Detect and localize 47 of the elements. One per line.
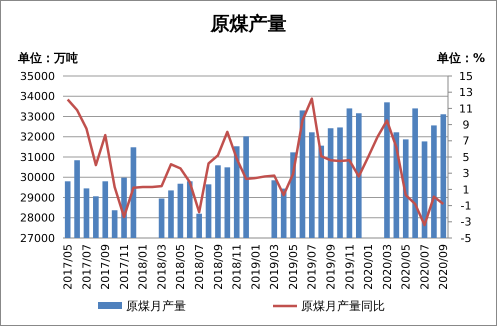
x-tick-label: 2018/09 (212, 244, 225, 290)
y2-tick-label: 9 (462, 118, 470, 132)
x-tick-label: 2020/09 (437, 244, 450, 290)
x-tick-label: 2018/03 (155, 244, 168, 290)
x-tick-label: 2017/05 (62, 244, 75, 290)
x-tick-label: 2017/07 (80, 244, 94, 290)
x-tick-label: 2018/11 (230, 244, 244, 290)
y-tick-label: 35000 (20, 70, 55, 83)
x-tick-label: 2019/09 (324, 244, 338, 290)
x-tick-label: 2018/01 (136, 244, 150, 290)
x-tick-label: 2020/03 (380, 244, 394, 290)
y2-tick-label: 15 (459, 70, 473, 83)
x-tick-label: 2018/07 (193, 244, 206, 290)
x-tick-label: 2020/01 (362, 244, 376, 290)
x-tick-label: 2019/03 (268, 244, 282, 290)
y-tick-label: 30000 (20, 171, 55, 184)
y-axis-title: 单位：万吨 (17, 51, 78, 65)
x-tick-label: 2017/11 (118, 244, 131, 290)
x-tick-label: 2020/05 (400, 244, 413, 290)
y2-tick-label: 11 (459, 102, 473, 116)
y-tick-label: 28000 (20, 212, 55, 225)
y2-tick-label: 1 (462, 183, 470, 196)
y-tick-label: 33000 (20, 110, 55, 124)
y2-axis-title: 单位：% (436, 51, 485, 65)
x-tick-label: 2019/11 (343, 244, 356, 290)
y2-tick-label: -1 (460, 199, 472, 212)
x-tick-label: 2017/09 (99, 244, 112, 290)
y-tick-label: 32000 (20, 130, 55, 144)
x-tick-label: 2019/01 (249, 244, 262, 290)
y2-tick-label: -5 (460, 232, 472, 245)
y2-tick-label: 5 (462, 150, 470, 164)
legend-label: 原煤月产量 (126, 299, 186, 314)
legend-label: 原煤月产量同比 (301, 299, 385, 314)
y-tick-label: 31000 (20, 150, 55, 164)
y-tick-label: 34000 (20, 90, 55, 104)
chart-title: 原煤产量 (210, 13, 286, 35)
x-tick-label: 2020/07 (418, 244, 432, 290)
line-series (66, 97, 445, 226)
x-tick-label: 2019/07 (306, 244, 319, 290)
y2-tick-label: 13 (459, 86, 473, 100)
y-tick-label: 29000 (20, 191, 55, 204)
x-tick-label: 2019/05 (286, 244, 300, 290)
x-tick-label: 2018/05 (174, 244, 188, 290)
y2-tick-label: 7 (462, 134, 470, 148)
y2-tick-label: -3 (460, 216, 472, 229)
y2-tick-label: 3 (462, 167, 470, 180)
y-tick-label: 27000 (20, 232, 55, 245)
